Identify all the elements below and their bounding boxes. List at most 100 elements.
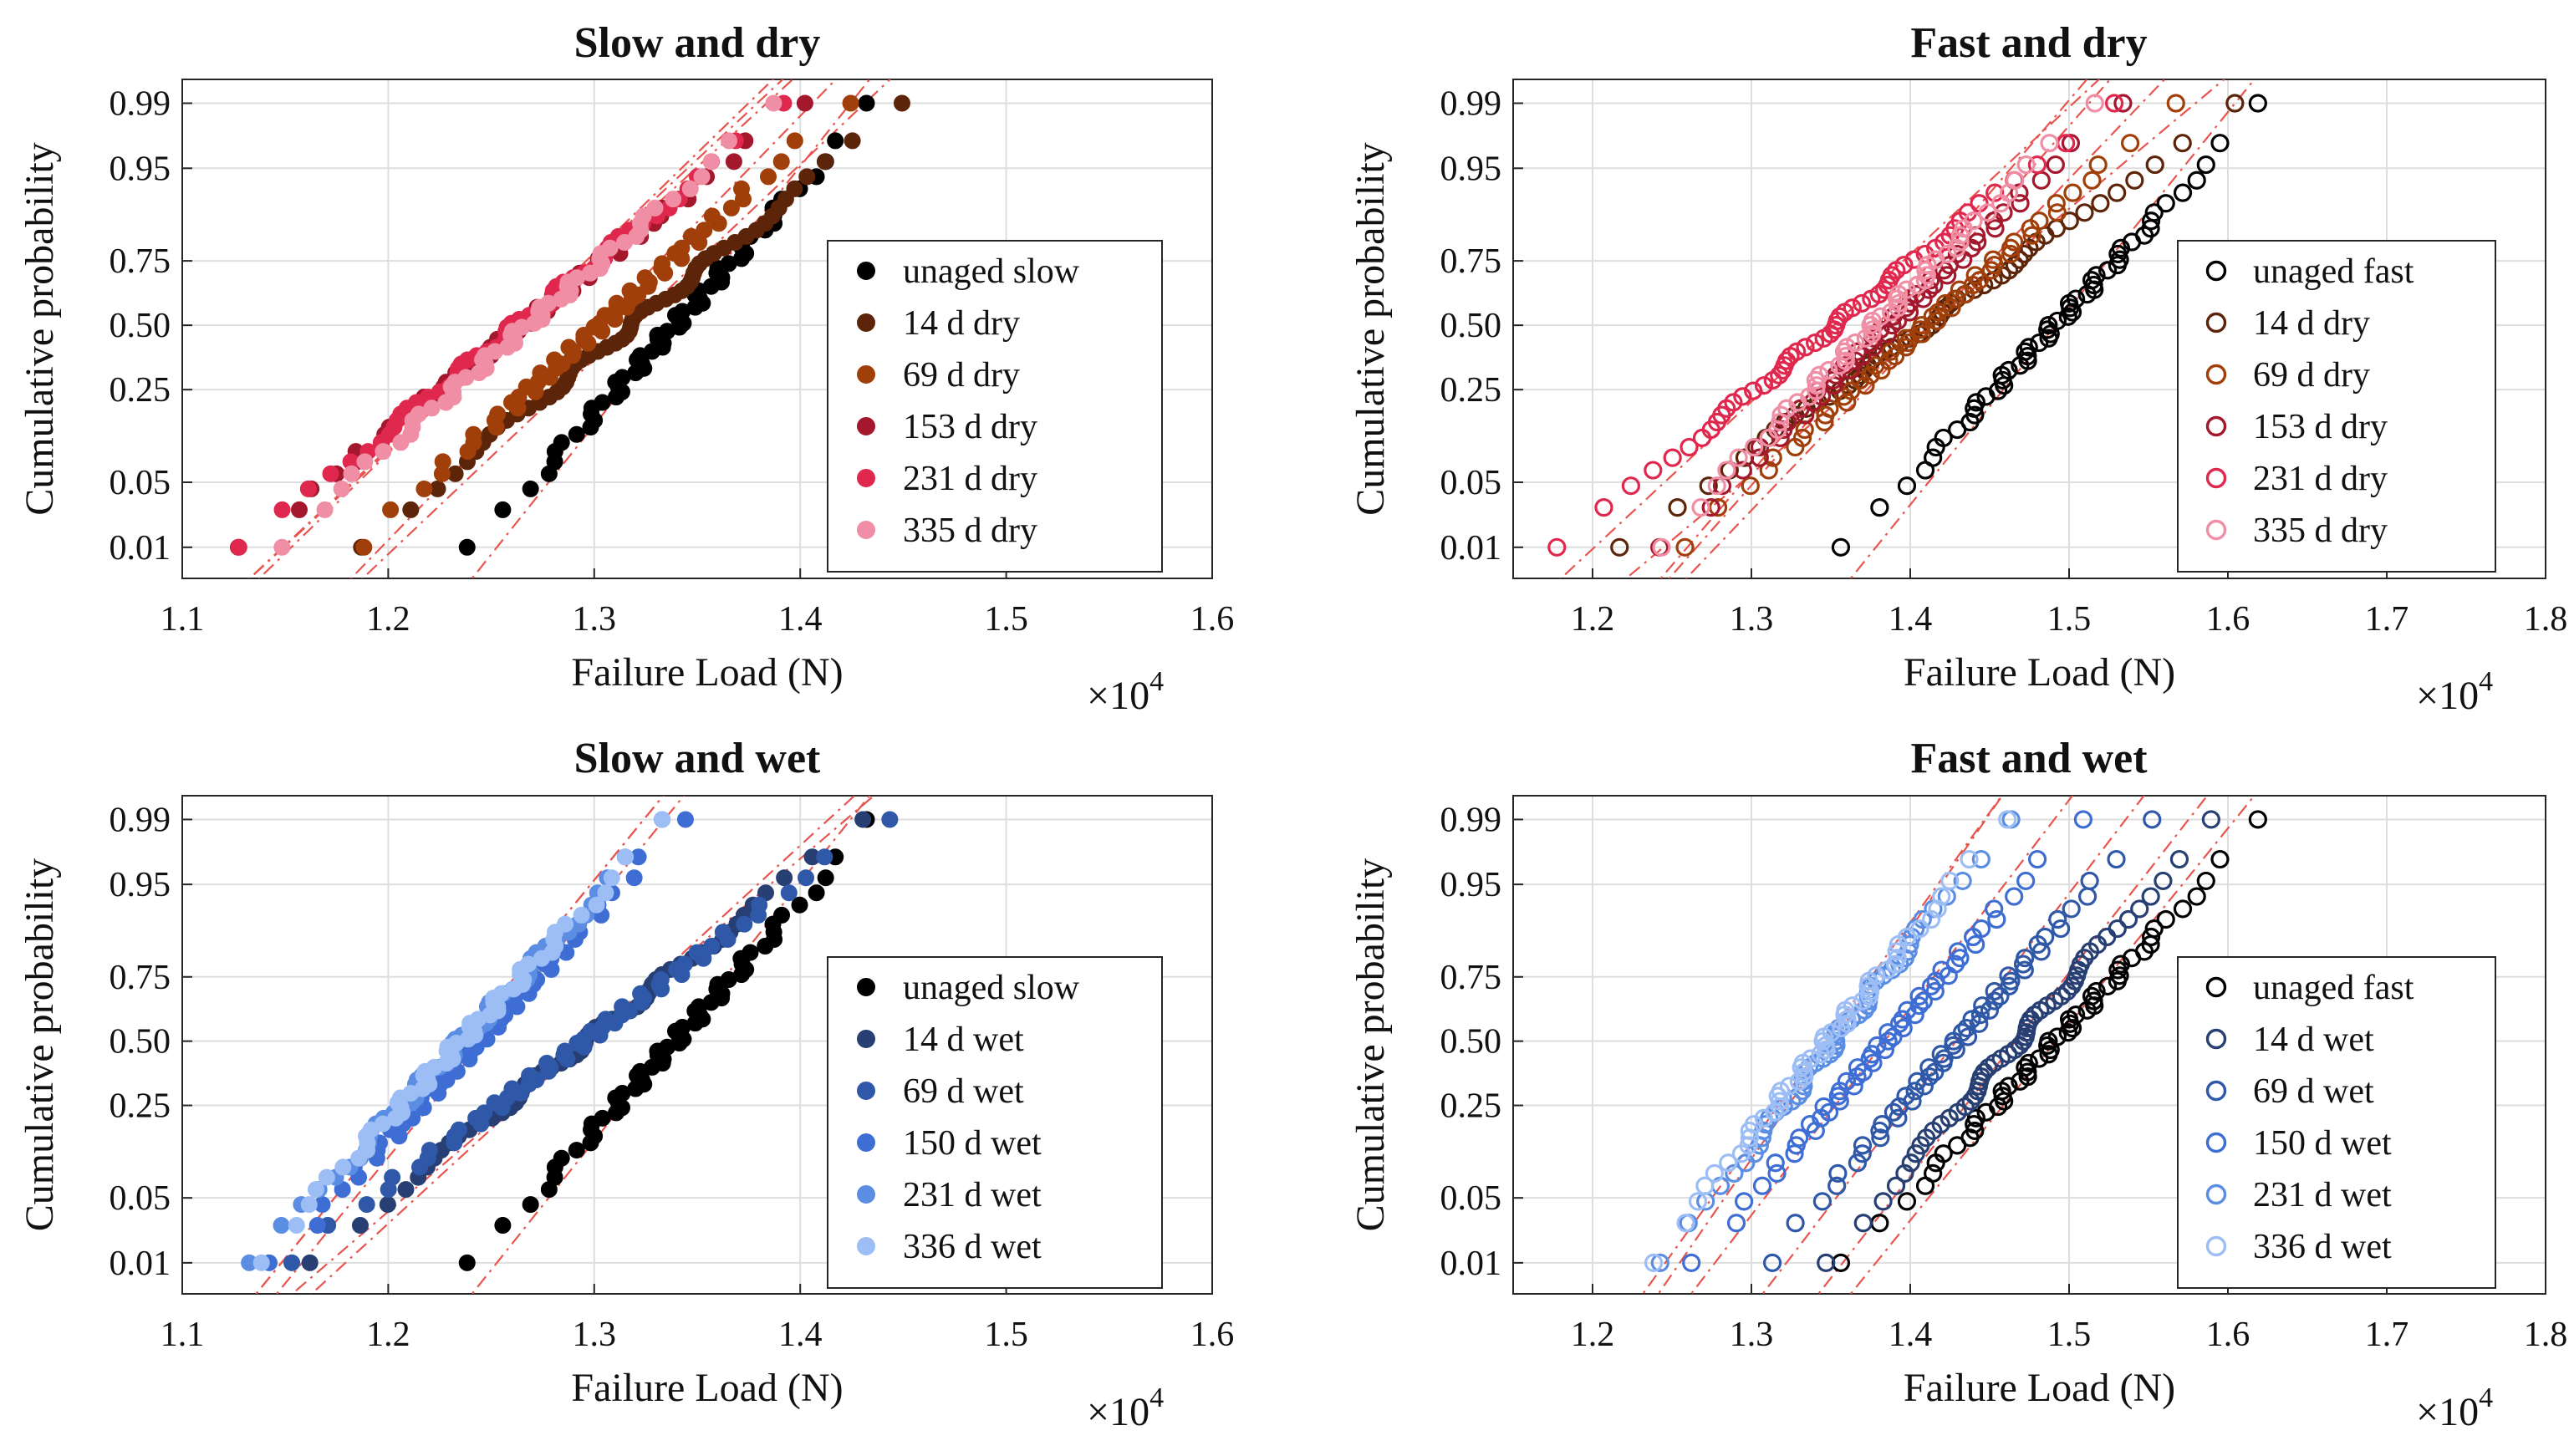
data-point	[1999, 1077, 2018, 1096]
data-point	[423, 400, 441, 417]
data-point	[1729, 448, 1748, 467]
data-point	[415, 480, 433, 497]
chart-panel-slow-dry: 1.1 1.2 1.3 1.4 1.5 1.6 0.01 0.05 0.25 0.50 0.75 0.…	[18, 19, 1234, 718]
data-point	[1695, 1176, 1715, 1195]
y-tick-label: 0.95	[110, 150, 171, 188]
x-tick-label: 1.5	[2047, 1316, 2092, 1354]
data-point	[1819, 360, 1838, 380]
legend: unaged fast 14 d wet 69 d wet 150 d wet 231 …	[2177, 956, 2496, 1289]
legend-label: 335 d dry	[903, 512, 1037, 550]
fit-line	[1761, 796, 2145, 1294]
y-tick-label: 0.50	[110, 307, 171, 345]
data-point	[384, 1168, 401, 1186]
legend-marker	[857, 1237, 875, 1255]
data-point	[356, 453, 374, 471]
data-point	[742, 944, 759, 961]
data-point	[2067, 289, 2086, 308]
data-layer	[241, 796, 899, 1294]
legend: unaged slow 14 d dry 69 d dry 153 d dry 231 …	[827, 240, 1163, 573]
data-point	[1925, 981, 1945, 1001]
data-point	[2047, 194, 2066, 213]
data-point	[703, 938, 721, 955]
data-point	[1957, 1018, 1976, 1038]
y-tick-label: 0.75	[110, 959, 171, 997]
data-point	[1897, 476, 1917, 496]
data-point	[1848, 342, 1867, 361]
data-point	[2173, 134, 2192, 153]
data-point	[2087, 266, 2106, 285]
y-axis-label: Cumulative probability	[18, 142, 62, 516]
data-point	[2154, 871, 2173, 891]
data-point	[1621, 476, 1640, 496]
data-layer	[1641, 796, 2267, 1294]
x-tick-label: 1.1	[161, 1316, 205, 1354]
data-point	[1853, 1214, 1873, 1233]
data-point	[1792, 428, 1812, 448]
data-point	[1966, 1108, 1985, 1128]
data-point	[2173, 183, 2193, 202]
data-point	[1776, 351, 1797, 370]
data-point	[1786, 1214, 1805, 1233]
data-point	[816, 848, 833, 866]
x-tick-label: 1.4	[1889, 600, 1933, 639]
data-point	[1920, 1067, 1939, 1087]
data-point	[1971, 919, 1991, 939]
legend-marker	[857, 1082, 875, 1100]
y-tick-label: 0.01	[110, 1245, 171, 1283]
data-point	[334, 1158, 352, 1176]
data-point	[636, 269, 654, 287]
y-tick-label: 0.99	[1440, 801, 1502, 839]
legend-label: 335 d dry	[2253, 512, 2388, 550]
legend-label: 153 d dry	[2253, 408, 2388, 446]
data-point	[1999, 360, 2018, 380]
data-point	[646, 199, 664, 216]
data-point	[322, 465, 339, 482]
data-point	[1719, 1153, 1738, 1173]
data-point	[2248, 810, 2267, 829]
legend-label: 69 d dry	[903, 356, 1020, 395]
data-point	[632, 985, 650, 1002]
data-point	[434, 453, 451, 471]
data-point	[450, 1121, 467, 1138]
data-point	[1652, 537, 1671, 557]
y-tick-label: 0.05	[1440, 1179, 1502, 1218]
data-point	[230, 538, 247, 556]
plot-border	[1512, 795, 2546, 1295]
data-point	[1883, 1102, 1904, 1122]
data-point	[796, 94, 813, 112]
data-point	[402, 501, 420, 518]
legend: unaged slow 14 d wet 69 d wet 150 d wet 231 …	[827, 956, 1163, 1289]
data-point	[1767, 1163, 1787, 1183]
data-point	[355, 538, 373, 556]
data-point	[2130, 899, 2149, 919]
data-point	[2108, 919, 2127, 939]
data-point	[603, 869, 620, 887]
data-point	[654, 255, 671, 272]
data-layer	[230, 79, 910, 578]
data-point	[1985, 183, 2005, 202]
data-point	[858, 94, 875, 112]
data-point	[1987, 909, 2006, 929]
data-point	[1998, 810, 2017, 829]
data-point	[1948, 942, 1968, 961]
y-tick-label: 0.99	[110, 801, 171, 839]
data-point	[1790, 1128, 1809, 1148]
data-point	[273, 501, 291, 518]
legend-label: 231 d wet	[903, 1176, 1042, 1214]
data-point	[568, 1142, 585, 1159]
data-point	[621, 282, 639, 299]
legend-marker	[2205, 1235, 2227, 1257]
x-tick-label: 1.3	[1730, 1316, 1774, 1354]
data-point	[808, 884, 825, 902]
data-point	[1663, 448, 1682, 467]
plot-border	[181, 795, 1213, 1295]
data-point	[1975, 1062, 1994, 1082]
chart-title: Slow and wet	[574, 735, 821, 782]
data-point	[1955, 1097, 1975, 1117]
data-point	[1745, 437, 1764, 457]
multiplier-exponent: 4	[2479, 1382, 2493, 1413]
data-point	[786, 132, 803, 150]
data-point	[1837, 1072, 1856, 1091]
data-point	[252, 1254, 270, 1271]
